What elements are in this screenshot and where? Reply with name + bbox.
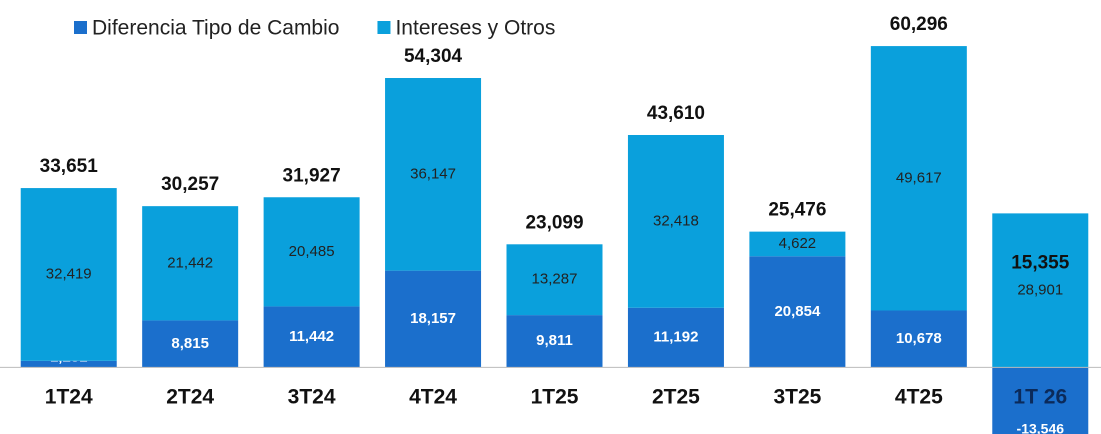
x-tick-label: 3T25 xyxy=(773,386,821,409)
value-label: 11,442 xyxy=(289,328,334,345)
legend-swatch xyxy=(74,21,87,34)
bar-segment xyxy=(749,256,846,368)
bar-segment xyxy=(385,78,482,271)
value-label: 32,419 xyxy=(46,265,92,282)
value-label: 49,617 xyxy=(896,169,942,186)
value-label: 32,418 xyxy=(653,212,699,229)
bar-segment xyxy=(627,307,724,368)
bar-segment xyxy=(20,360,117,368)
total-label: 54,304 xyxy=(404,46,463,67)
bar-segment xyxy=(992,367,1089,434)
x-tick-label: 1T24 xyxy=(45,386,93,409)
bar-segment xyxy=(142,206,239,321)
x-tick-label: 2T25 xyxy=(652,386,700,409)
value-label: 20,854 xyxy=(774,303,821,320)
value-label: 21,442 xyxy=(167,254,213,271)
bar-segment xyxy=(385,270,482,368)
x-tick-label: 3T24 xyxy=(288,386,336,409)
bar-segment xyxy=(870,46,967,311)
value-label: 36,147 xyxy=(410,165,456,182)
bar-segment xyxy=(870,310,967,368)
total-label: 60,296 xyxy=(890,14,948,35)
bar-segment xyxy=(263,306,360,368)
value-label: 28,901 xyxy=(1017,281,1063,298)
legend-label: Diferencia Tipo de Cambio xyxy=(92,17,339,40)
x-tick-label: 4T24 xyxy=(409,386,457,409)
x-tick-label: 1T25 xyxy=(531,386,579,409)
legend-swatch xyxy=(377,21,391,34)
value-label: 11,192 xyxy=(653,329,698,346)
x-tick-label: 4T25 xyxy=(895,386,943,409)
bar-segment xyxy=(506,244,603,316)
bar-segment xyxy=(749,231,846,257)
value-label: 13,287 xyxy=(532,271,578,288)
bar-segment xyxy=(627,134,724,308)
value-label: -13,546 xyxy=(1017,420,1065,434)
bar-segment xyxy=(506,315,603,368)
bar-segment xyxy=(142,320,239,368)
value-label: 10,678 xyxy=(896,330,942,347)
bar-segment xyxy=(20,188,117,361)
value-label: 18,157 xyxy=(410,310,456,327)
total-label: 25,476 xyxy=(768,200,826,221)
total-label: 33,651 xyxy=(40,156,99,177)
value-label: 4,622 xyxy=(779,235,817,252)
value-label: 20,485 xyxy=(289,243,335,260)
legend-label: Intereses y Otros xyxy=(395,17,555,40)
x-tick-label: 2T24 xyxy=(166,386,214,409)
total-label: 30,257 xyxy=(161,174,219,195)
bar-segment xyxy=(992,213,1089,368)
total-label: 15,355 xyxy=(1011,252,1070,273)
bar-segment xyxy=(263,197,360,307)
total-label: 31,927 xyxy=(283,165,341,186)
value-label: 8,815 xyxy=(171,335,209,352)
x-tick-label: 1T 26 xyxy=(1013,386,1067,409)
total-label: 23,099 xyxy=(525,212,583,233)
total-label: 43,610 xyxy=(647,103,705,124)
value-label: 9,811 xyxy=(536,332,573,349)
